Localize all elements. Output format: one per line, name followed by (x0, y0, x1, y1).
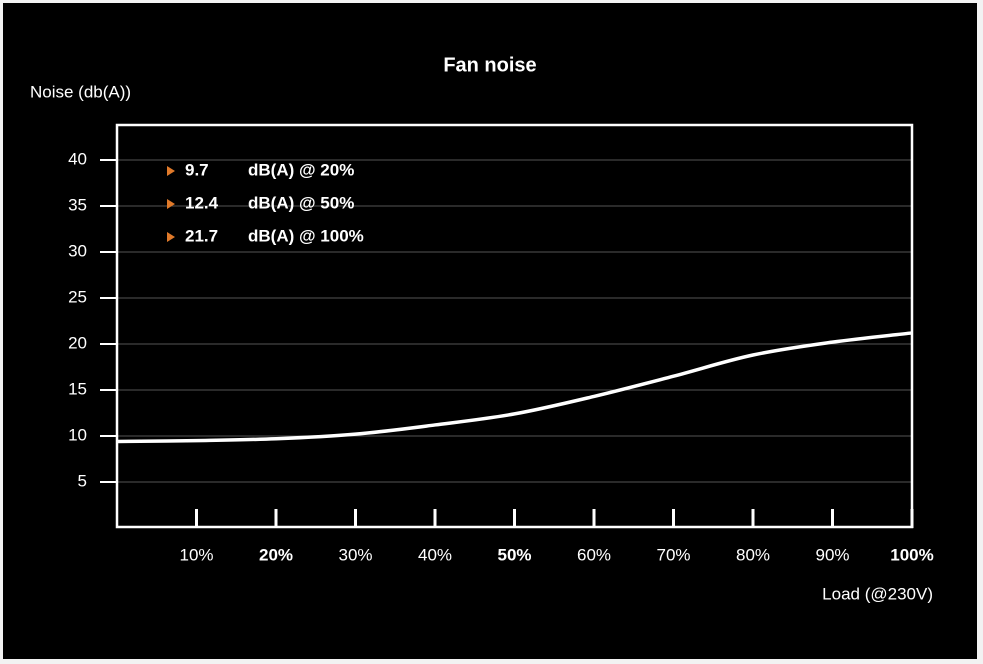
y-tick-label: 25 (68, 287, 87, 306)
y-tick-label: 5 (78, 471, 87, 490)
background (3, 3, 977, 659)
y-tick-label: 15 (68, 379, 87, 398)
annotation-text: dB(A) @ 50% (248, 193, 354, 212)
y-tick-label: 20 (68, 333, 87, 352)
y-tick-label: 40 (68, 149, 87, 168)
y-tick-label: 35 (68, 195, 87, 214)
x-tick-label: 50% (497, 545, 531, 564)
x-tick-label: 20% (259, 545, 293, 564)
plot-frame (115, 123, 914, 529)
y-axis-label: Noise (db(A)) (30, 82, 131, 101)
y-tick-label: 30 (68, 241, 87, 260)
chart-title: Fan noise (443, 54, 536, 76)
annotation-marker (167, 232, 175, 242)
x-tick-label: 80% (736, 545, 770, 564)
x-tick-label: 70% (656, 545, 690, 564)
line (116, 331, 913, 444)
x-tick-label: 60% (577, 545, 611, 564)
annotation-marker (167, 199, 175, 209)
x-tick-label: 10% (179, 545, 213, 564)
annotation-text: dB(A) @ 100% (248, 226, 364, 245)
annotation-value: 21.7 (185, 226, 218, 245)
x-axis-label: Load (@230V) (822, 584, 933, 603)
x-tick-label: 100% (890, 545, 933, 564)
annotation-text: dB(A) @ 20% (248, 160, 354, 179)
x-tick-label: 30% (338, 545, 372, 564)
y-tick-label: 10 (68, 425, 87, 444)
annotation-value: 12.4 (185, 193, 219, 212)
annotation-value: 9.7 (185, 160, 209, 179)
x-tick-label: 90% (815, 545, 849, 564)
annotation-marker (167, 166, 175, 176)
x-tick-label: 40% (418, 545, 452, 564)
